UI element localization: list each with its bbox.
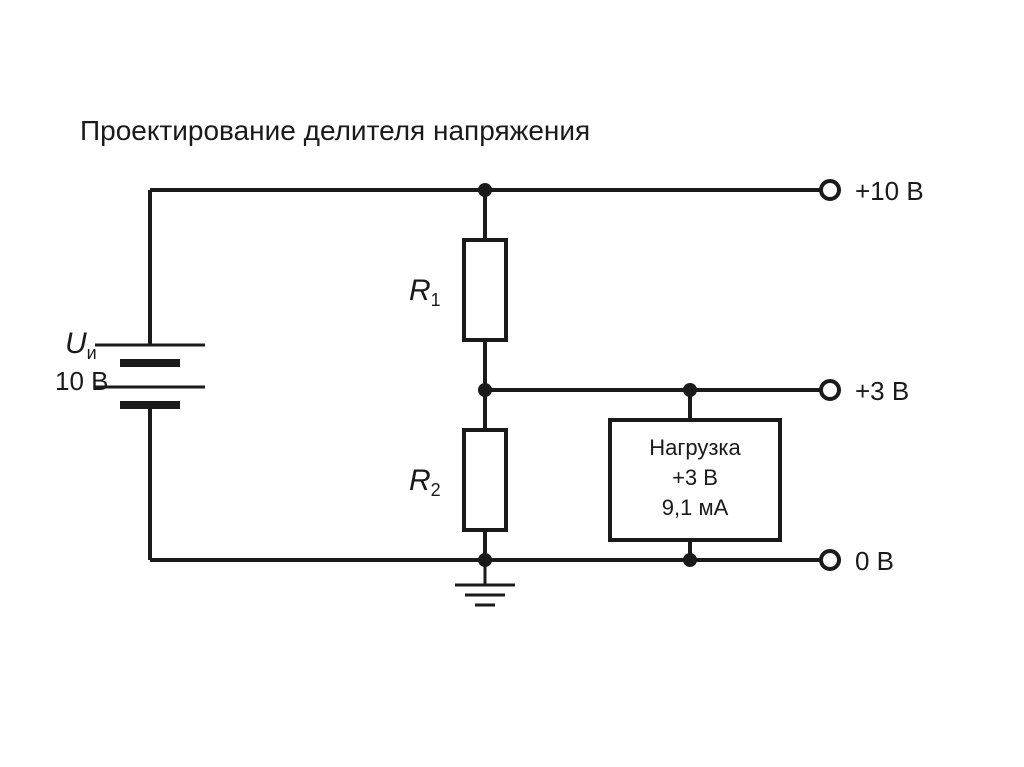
resistor-r2-label: R2 bbox=[409, 464, 441, 500]
resistor-r1-label: R1 bbox=[409, 274, 441, 310]
terminal-top-label: +10 В bbox=[855, 176, 924, 206]
resistor-r2 bbox=[464, 430, 506, 530]
resistor-r1 bbox=[464, 240, 506, 340]
load-label-2: +3 В bbox=[672, 465, 718, 490]
source-voltage: 10 В bbox=[55, 366, 109, 396]
terminal-bot bbox=[821, 551, 839, 569]
terminal-top bbox=[821, 181, 839, 199]
terminal-mid bbox=[821, 381, 839, 399]
load-label-3: 9,1 мА bbox=[662, 495, 729, 520]
terminal-mid-label: +3 В bbox=[855, 376, 909, 406]
diagram-title: Проектирование делителя напряжения bbox=[80, 115, 590, 146]
source-symbol: Uи bbox=[65, 327, 97, 363]
terminal-bot-label: 0 В bbox=[855, 546, 894, 576]
load-label-1: Нагрузка bbox=[649, 435, 741, 460]
